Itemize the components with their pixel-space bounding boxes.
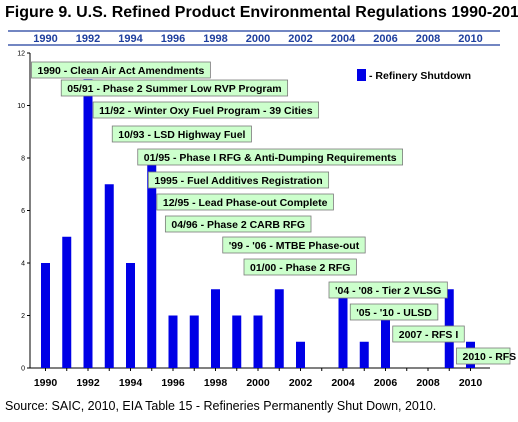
y-axis-ticks: 0 2 4 6 8 10 12 [17, 51, 30, 373]
x-tick-label-2010: 2010 [459, 377, 483, 389]
annotation-text: 01/95 - Phase I RFG & Anti-Dumping Requi… [144, 152, 397, 164]
annotation-box [111, 125, 252, 143]
x-tick-label-2006: 2006 [374, 377, 398, 389]
annotation-callout: 04/96 - Phase 2 CARB RFG [164, 215, 312, 233]
annotation-text: 01/00 - Phase 2 RFG [250, 262, 350, 274]
annotation-text: 12/95 - Lead Phase-out Complete [163, 197, 328, 209]
bar-2006 [381, 315, 390, 368]
annotation-callout: 12/95 - Lead Phase-out Complete [156, 193, 334, 211]
top-axis-label-2004: 2004 [331, 33, 356, 45]
annotation-text: 1990 - Clean Air Act Amendments [38, 65, 205, 77]
top-axis-label-2010: 2010 [458, 33, 482, 45]
annotation-box [137, 148, 403, 166]
bar-1999 [232, 315, 242, 368]
bar-1993 [104, 184, 114, 368]
annotation-text: 05/91 - Phase 2 Summer Low RVP Program [67, 83, 281, 95]
y-tick-label-2: 2 [21, 313, 25, 320]
bar-2000 [253, 315, 263, 368]
annotation-text: 2007 - RFS I [399, 329, 459, 341]
bar-2002 [296, 341, 305, 368]
bar-1997 [189, 315, 199, 368]
bar-2001 [274, 289, 284, 368]
annotation-callout: 2007 - RFS I [392, 325, 465, 343]
annotation-box [456, 347, 511, 365]
x-tick-label-1998: 1998 [204, 377, 228, 389]
annotation-callout: 01/95 - Phase I RFG & Anti-Dumping Requi… [137, 148, 403, 166]
annotation-callout: 1990 - Clean Air Act Amendments [31, 61, 211, 79]
annotation-text: '05 - '10 - ULSD [356, 307, 432, 319]
legend-swatch [357, 69, 366, 81]
x-tick-label-2000: 2000 [246, 377, 270, 389]
top-axis-label-1998: 1998 [203, 33, 227, 45]
annotation-box [392, 325, 465, 343]
bar-1995 [147, 158, 157, 368]
annotation-box [349, 303, 439, 321]
regulation-annotations: 1990 - Clean Air Act Amendments 05/91 - P… [31, 61, 518, 365]
y-tick-label-0: 0 [21, 366, 25, 373]
y-tick-label-4: 4 [21, 261, 25, 268]
annotation-box [156, 193, 334, 211]
annotation-callout: 1995 - Fuel Additives Registration [147, 171, 330, 189]
top-axis-label-1992: 1992 [76, 33, 100, 45]
annotation-box [92, 101, 320, 119]
annotation-text: 11/92 - Winter Oxy Fuel Program - 39 Cit… [99, 105, 313, 117]
y-tick-label-12: 12 [17, 51, 25, 58]
annotation-box [31, 61, 211, 79]
annotation-callout: 11/92 - Winter Oxy Fuel Program - 39 Cit… [92, 101, 320, 119]
top-year-axis: 1990 1992 1994 1996 1998 2000 2002 2004 2006 2008… [8, 30, 500, 46]
annotation-callout: 10/93 - LSD Highway Fuel [111, 125, 252, 143]
bar-1991 [62, 236, 72, 368]
bar-2004 [338, 289, 348, 368]
top-axis-label-2000: 2000 [246, 33, 270, 45]
annotation-text: 10/93 - LSD Highway Fuel [118, 129, 245, 141]
top-axis-label-2002: 2002 [288, 33, 312, 45]
annotation-box [328, 281, 448, 299]
annotation-box [222, 236, 366, 254]
top-axis-label-2008: 2008 [416, 33, 440, 45]
top-axis-label-1996: 1996 [161, 33, 185, 45]
x-tick-label-2002: 2002 [289, 377, 313, 389]
annotation-box [147, 171, 330, 189]
bar-1998 [211, 289, 220, 368]
x-tick-label-1994: 1994 [119, 377, 143, 389]
annotation-text: '99 - '06 - MTBE Phase-out [229, 240, 360, 252]
annotation-text: 04/96 - Phase 2 CARB RFG [171, 219, 305, 231]
annotation-text: 1995 - Fuel Additives Registration [154, 175, 322, 187]
x-tick-label-1996: 1996 [161, 377, 185, 389]
annotation-text: 2010 - RFS 2 [463, 351, 518, 363]
annotation-callout: '05 - '10 - ULSD [349, 303, 439, 321]
annotation-box [164, 215, 312, 233]
bar-1994 [126, 263, 135, 368]
bar-1996 [168, 315, 178, 368]
annotation-callout: '04 - '08 - Tier 2 VLSG [328, 281, 448, 299]
x-tick-label-2008: 2008 [416, 377, 440, 389]
x-tick-label-1990: 1990 [34, 377, 58, 389]
annotation-callout: 2010 - RFS 2 [456, 347, 518, 365]
annotation-box [243, 258, 357, 276]
annotation-callout: '99 - '06 - MTBE Phase-out [222, 236, 366, 254]
annotation-callout: 01/00 - Phase 2 RFG [243, 258, 357, 276]
y-tick-label-6: 6 [21, 208, 25, 215]
x-axis-ticks: 1990 1992 1994 1996 1998 2000 2002 2004 2006 2008… [34, 377, 483, 389]
y-tick-label-8: 8 [21, 156, 25, 163]
top-axis-label-2006: 2006 [373, 33, 397, 45]
bar-2005 [359, 341, 369, 368]
bar-series [41, 79, 475, 371]
annotation-text: '04 - '08 - Tier 2 VLSG [335, 285, 441, 297]
y-tick-label-10: 10 [17, 103, 25, 110]
x-tick-label-1992: 1992 [76, 377, 100, 389]
legend-label: - Refinery Shutdown [369, 70, 471, 82]
top-axis-label-1994: 1994 [118, 33, 143, 45]
source-note: Source: SAIC, 2010, EIA Table 15 - Refin… [5, 399, 437, 413]
bar-1992 [83, 79, 93, 368]
top-axis-label-1990: 1990 [33, 33, 57, 45]
chart-legend: - Refinery Shutdown [357, 69, 471, 82]
annotation-box [60, 79, 289, 97]
figure-title: Figure 9. U.S. Refined Product Environme… [5, 4, 518, 21]
x-tick-label-2004: 2004 [331, 377, 355, 389]
annotation-callout: 05/91 - Phase 2 Summer Low RVP Program [60, 79, 289, 97]
bar-1990 [41, 263, 50, 368]
